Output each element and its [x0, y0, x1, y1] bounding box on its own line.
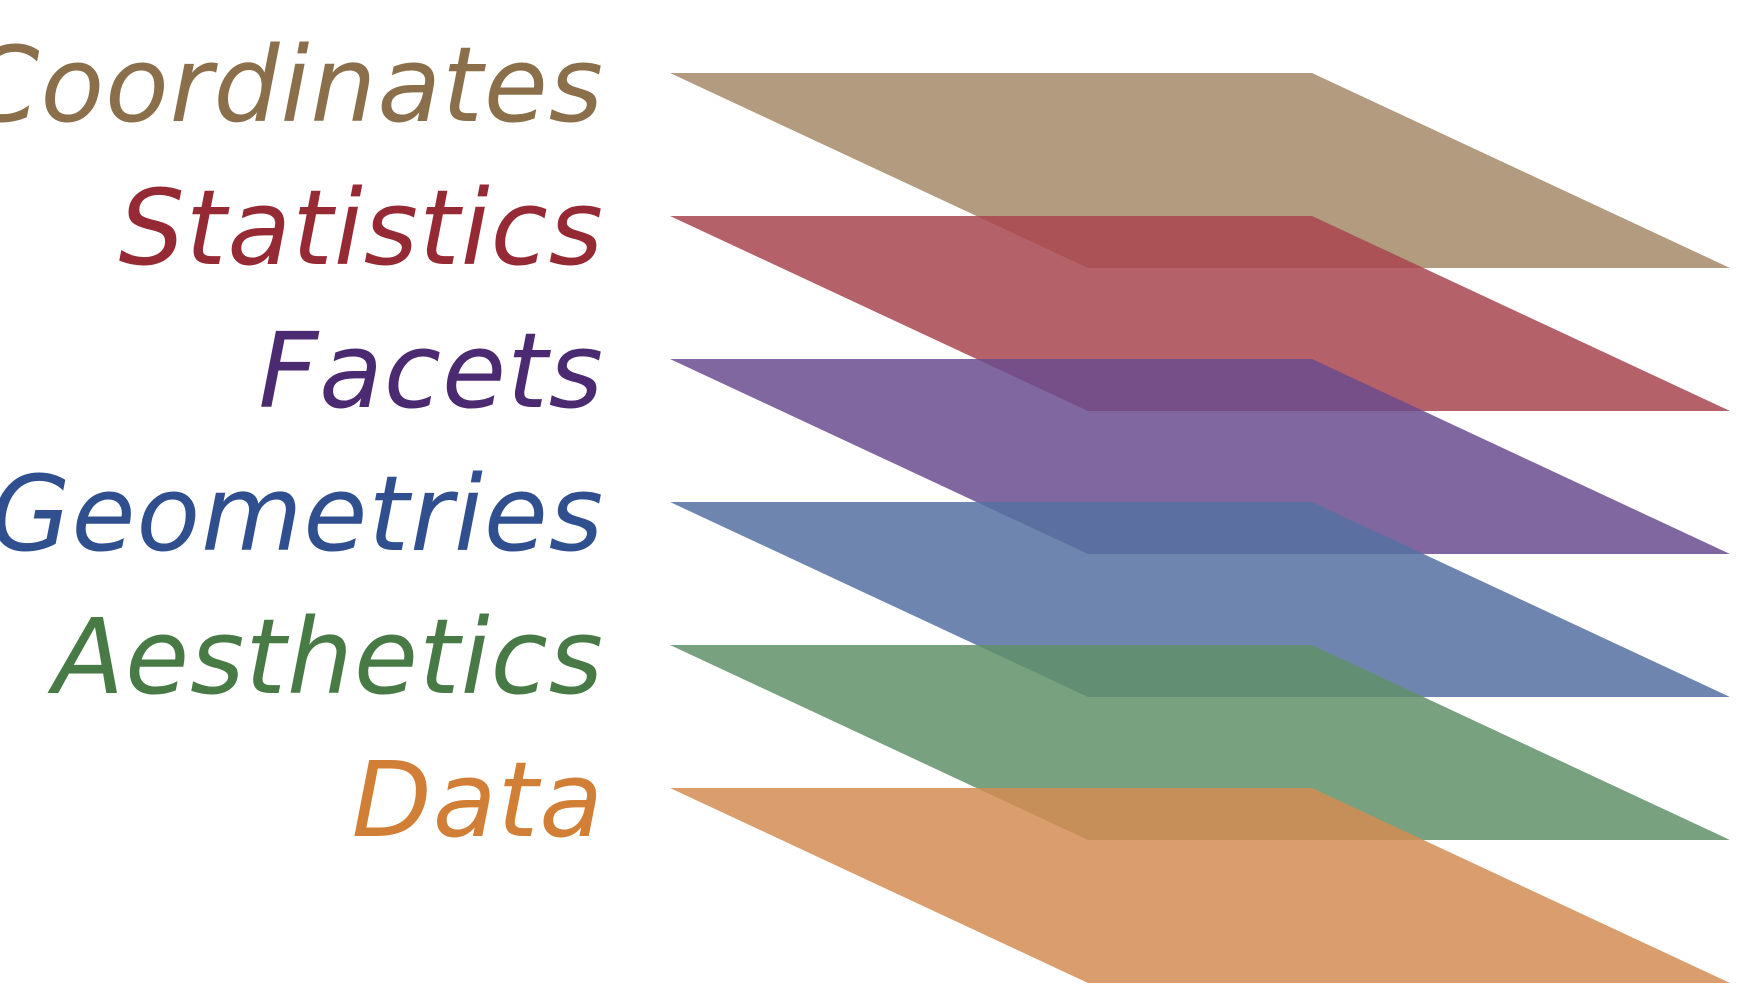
layer-planes [670, 73, 1730, 983]
label-geometries: Geometries [0, 453, 604, 575]
label-coordinates: Coordinates [0, 24, 604, 146]
plane-geometries [670, 502, 1730, 697]
label-data: Data [352, 739, 604, 861]
label-statistics: Statistics [119, 167, 604, 289]
label-facets: Facets [258, 310, 604, 432]
plane-statistics [670, 216, 1730, 411]
plane-data [670, 788, 1730, 983]
label-aesthetics: Aesthetics [47, 596, 604, 718]
plane-aesthetics [670, 645, 1730, 840]
plane-facets [670, 359, 1730, 554]
layer-labels: Coordinates Statistics Facets Geometries Aes… [0, 24, 604, 861]
plane-coordinates [670, 73, 1730, 268]
